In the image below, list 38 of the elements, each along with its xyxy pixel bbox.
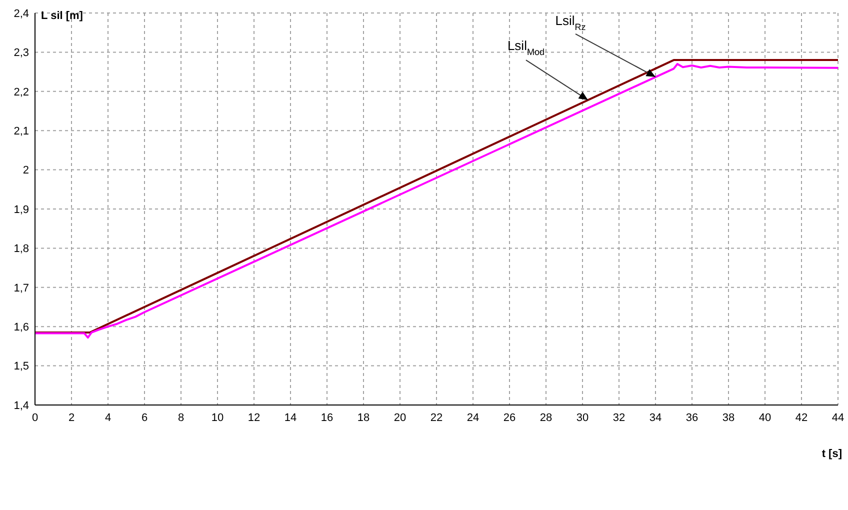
x-tick-label: 2 [68,412,75,424]
x-tick-label: 18 [357,412,370,424]
x-tick-label: 12 [248,412,260,424]
x-tick-label: 8 [178,412,184,424]
x-tick-label: 40 [758,412,772,424]
y-tick-label: 2,4 [14,8,29,20]
x-tick-label: 32 [612,412,626,424]
x-tick-label: 28 [540,412,552,424]
x-tick-label: 44 [832,412,844,424]
y-tick-label: 2,2 [14,86,29,98]
y-tick-label: 1,5 [14,360,29,373]
y-tick-label: 2 [22,164,29,177]
x-tick-label: 24 [466,412,480,424]
x-tick-label: 14 [284,412,297,424]
y-tick-label: 1,9 [14,204,29,216]
x-tick-label: 38 [722,412,735,424]
x-tick-label: 10 [211,412,224,424]
x-tick-label: 0 [32,412,38,424]
x-tick-label: 20 [394,412,406,424]
x-tick-label: 26 [503,412,516,424]
y-tick-label: 2,1 [14,126,29,138]
x-tick-label: 22 [430,412,443,424]
annotation: Lsil$_{Rz}$ [555,12,586,32]
x-tick-label: 30 [576,412,589,424]
y-tick-label: 2,3 [14,47,29,60]
x-tick-label: 16 [320,412,334,424]
annotation: Lsil$_{Mod}$ [507,38,544,58]
x-tick-label: 42 [795,412,808,424]
y-tick-label: 1,8 [14,243,29,256]
y-tick-label: 1,7 [14,282,29,294]
y-tick-label: 1,6 [14,322,29,334]
x-tick-label: 6 [141,412,148,424]
x-tick-label: 4 [104,412,112,424]
y-tick-label: 1,4 [14,400,29,412]
x-axis-title: t [s] [822,448,842,460]
x-tick-label: 34 [649,412,662,424]
y-axis-title: L sil [m] [41,10,83,22]
x-tick-label: 36 [686,412,698,424]
